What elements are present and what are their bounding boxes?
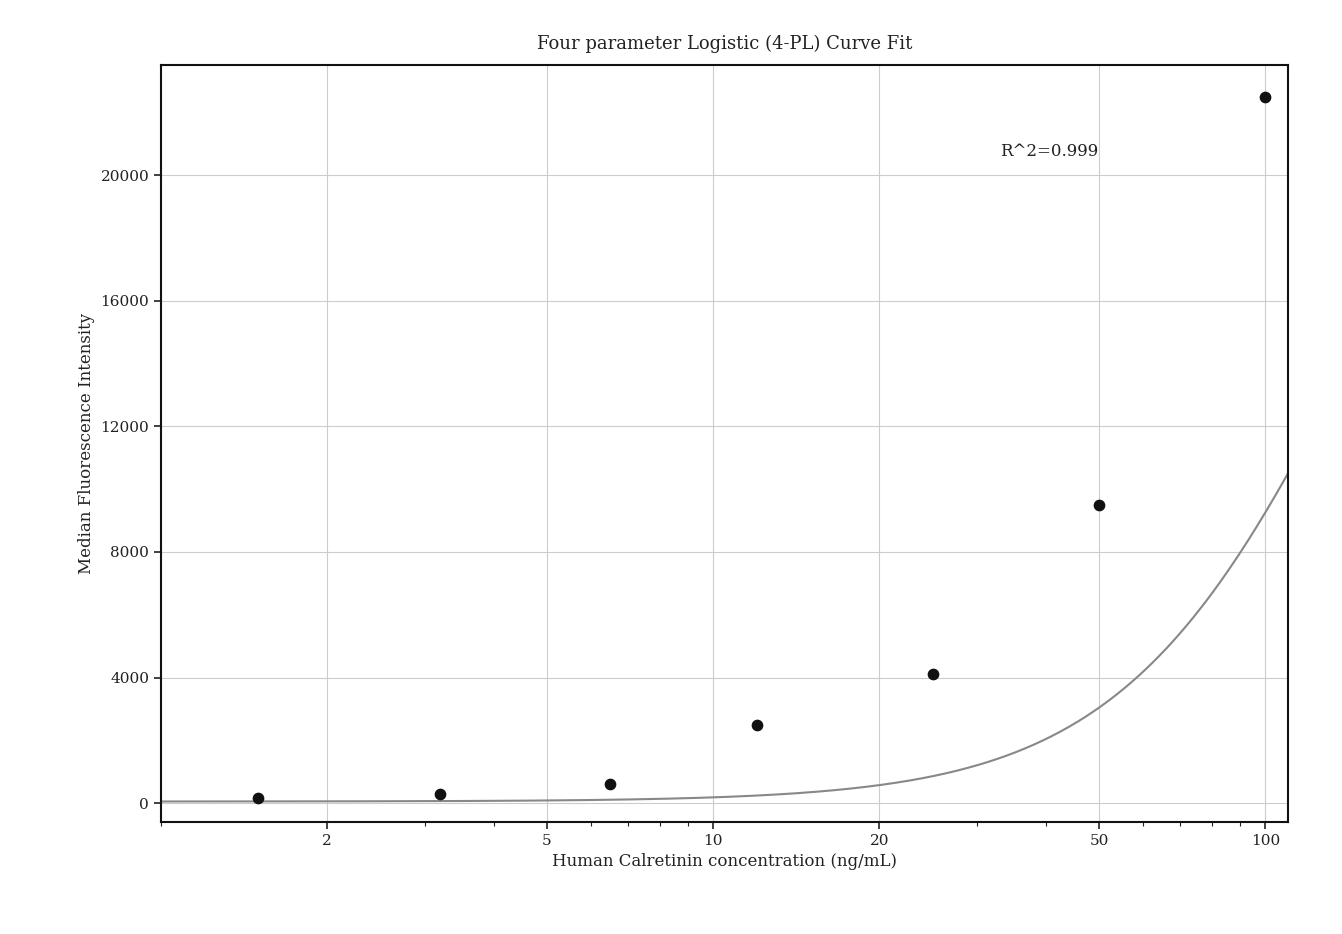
Point <box>922 667 943 682</box>
Point <box>746 717 768 732</box>
Y-axis label: Median Fluorescence Intensity: Median Fluorescence Intensity <box>78 313 95 574</box>
Point <box>247 791 268 806</box>
Point <box>1088 498 1110 513</box>
Text: R^2=0.999: R^2=0.999 <box>1000 144 1098 161</box>
Point <box>1255 90 1276 105</box>
X-axis label: Human Calretinin concentration (ng/mL): Human Calretinin concentration (ng/mL) <box>552 854 898 870</box>
Point <box>429 786 451 801</box>
Title: Four parameter Logistic (4-PL) Curve Fit: Four parameter Logistic (4-PL) Curve Fit <box>537 35 913 52</box>
Point <box>600 776 621 791</box>
